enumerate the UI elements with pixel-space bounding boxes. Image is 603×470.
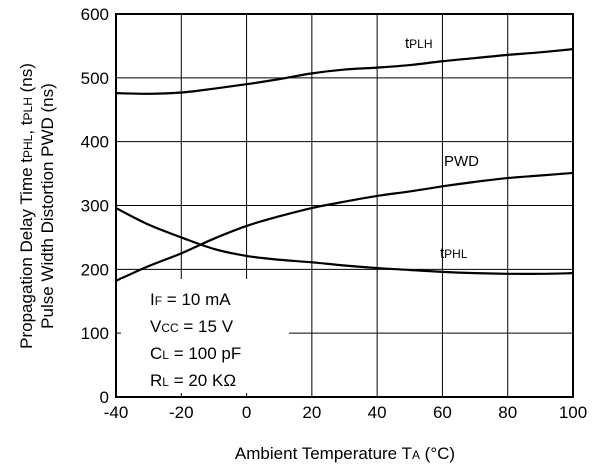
x-tick-label: 60: [433, 403, 452, 422]
x-tick-label: 100: [559, 403, 587, 422]
conditions-box: [121, 279, 289, 393]
x-tick-label: 20: [302, 403, 321, 422]
x-tick-label: -40: [104, 403, 129, 422]
condition-rl: RL = 20 KΩ: [150, 371, 236, 390]
label-tplh: tPLH: [405, 35, 433, 52]
curves: [115, 48, 574, 282]
plot-frame: [115, 13, 574, 398]
label-tphl: tPHL: [440, 245, 468, 262]
series-line-tplh: [115, 48, 574, 95]
y-tick-label: 300: [81, 197, 109, 216]
label-pwd: PWD: [444, 153, 479, 170]
y-tick-labels: 0 100 200 300 400 500 600: [81, 5, 109, 407]
y-tick-label: 200: [81, 260, 109, 279]
x-tick-label: 40: [368, 403, 387, 422]
condition-cl: CL = 100 pF: [150, 344, 241, 363]
y-tick-label: 0: [100, 388, 109, 407]
series-labels: tPLH PWD tPHL: [405, 35, 479, 262]
y-tick-label: 500: [81, 69, 109, 88]
x-tick-label: 0: [242, 403, 251, 422]
test-conditions: IF = 10 mA VCC = 15 V CL = 100 pF RL = 2…: [150, 290, 241, 390]
x-tick-label: 80: [498, 403, 517, 422]
x-tick-label: -20: [169, 403, 194, 422]
condition-if: IF = 10 mA: [150, 290, 231, 309]
x-axis-title: Ambient Temperature TA (°C): [235, 444, 455, 463]
y-tick-label: 600: [81, 5, 109, 24]
series-line-tphl: [115, 207, 574, 275]
y-axis-title-line1: Propagation Delay Time tPHL, tPLH (ns): [17, 63, 36, 349]
y-tick-label: 100: [81, 324, 109, 343]
series-line-pwd: [115, 171, 574, 282]
y-axis-title-line2: Pulse Width Distortion PWD (ns): [38, 83, 57, 329]
x-tick-labels: -40 -20 0 20 40 60 80 100: [104, 403, 587, 422]
condition-vcc: VCC = 15 V: [150, 317, 234, 336]
y-tick-label: 400: [81, 133, 109, 152]
